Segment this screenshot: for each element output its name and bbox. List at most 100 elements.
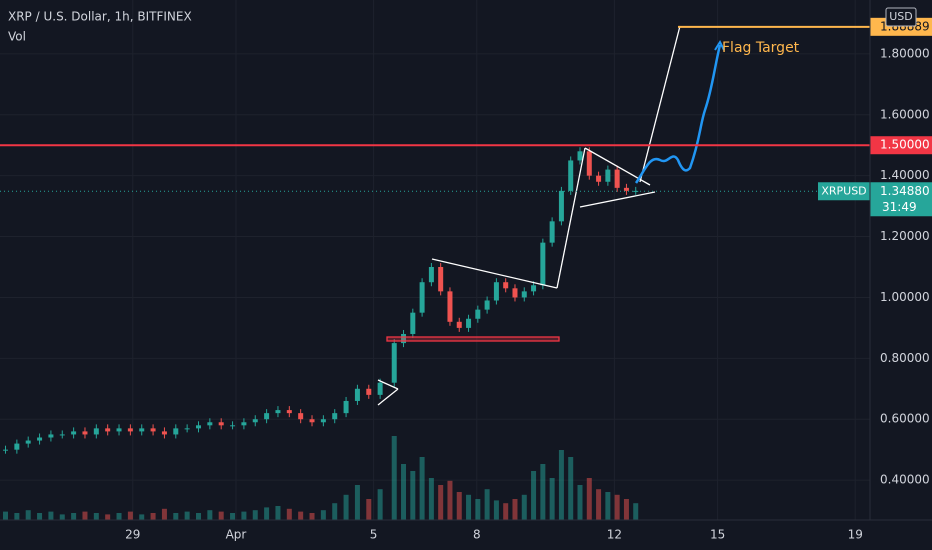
volume bbox=[3, 436, 639, 520]
candle-body bbox=[48, 434, 54, 438]
y-tick-label: 1.80000 bbox=[880, 46, 930, 60]
candle-body bbox=[366, 388, 372, 395]
volume-bar bbox=[309, 513, 315, 520]
candle-body bbox=[614, 169, 620, 188]
x-tick-label: 29 bbox=[125, 528, 140, 542]
candle-body bbox=[484, 300, 490, 310]
y-tick-label: 1.60000 bbox=[880, 107, 930, 121]
volume-bar bbox=[521, 494, 527, 520]
candle-body bbox=[25, 440, 31, 444]
candle-body bbox=[391, 343, 397, 383]
candle-body bbox=[512, 288, 518, 298]
volume-bar bbox=[37, 513, 43, 520]
candle-body bbox=[252, 419, 258, 423]
candle-body bbox=[354, 388, 360, 401]
candle-body bbox=[286, 410, 292, 414]
y-tick-label: 1.20000 bbox=[880, 229, 930, 243]
x-tick-label: 12 bbox=[607, 528, 622, 542]
candle-body bbox=[184, 428, 190, 430]
projection bbox=[634, 44, 722, 184]
volume-bar bbox=[139, 514, 145, 520]
candle-body bbox=[105, 428, 111, 432]
candle-body bbox=[549, 221, 555, 243]
volume-bar bbox=[184, 511, 190, 520]
volume-bar bbox=[419, 457, 425, 520]
volume-bar bbox=[173, 513, 179, 520]
y-tick-label: 0.60000 bbox=[880, 412, 930, 426]
volume-bar bbox=[25, 510, 31, 520]
symbol-box bbox=[818, 182, 870, 201]
candle-body bbox=[447, 291, 453, 322]
volume-bar bbox=[531, 471, 537, 520]
volume-bar bbox=[623, 499, 629, 520]
candle-body bbox=[161, 431, 167, 435]
candle-body bbox=[503, 282, 509, 289]
axes: 0.40000 0.60000 0.80000 1.00000 1.20000 1.400… bbox=[125, 46, 929, 541]
volume-bar bbox=[577, 485, 583, 520]
x-tick-label: 15 bbox=[710, 528, 725, 542]
candle-body bbox=[633, 190, 639, 192]
grid bbox=[0, 0, 870, 520]
trend-line bbox=[431, 258, 558, 289]
volume-bar bbox=[586, 478, 592, 520]
symbol-label: XRPUSD bbox=[821, 184, 866, 197]
volume-bar bbox=[150, 513, 156, 520]
candle-body bbox=[218, 422, 224, 426]
support-zone bbox=[386, 336, 560, 342]
level-box bbox=[870, 136, 932, 155]
volume-bar bbox=[512, 499, 518, 520]
volume-bar bbox=[48, 511, 54, 520]
currency-box bbox=[885, 7, 917, 27]
level-box bbox=[870, 182, 932, 217]
volume-bar bbox=[252, 510, 258, 520]
volume-bar bbox=[298, 511, 304, 520]
volume-bar bbox=[116, 513, 122, 520]
volume-bar bbox=[605, 492, 611, 520]
candle-body bbox=[377, 382, 383, 395]
x-tick-label: 19 bbox=[848, 528, 863, 542]
candle-body bbox=[558, 190, 564, 222]
volume-bar bbox=[264, 507, 270, 520]
candle-body bbox=[241, 422, 247, 426]
volume-bar bbox=[484, 489, 490, 520]
candles bbox=[3, 147, 639, 454]
volume-bar bbox=[503, 503, 509, 520]
candle-body bbox=[207, 422, 213, 426]
volume-bar bbox=[447, 480, 453, 520]
candle-body bbox=[195, 425, 201, 429]
chart-title: XRP / U.S. Dollar, 1h, BITFINEX bbox=[8, 10, 192, 24]
candle-body bbox=[14, 443, 20, 450]
level-label: 1.34880 bbox=[880, 184, 930, 198]
candle-body bbox=[139, 428, 145, 432]
volume-bar bbox=[105, 514, 111, 520]
candle-body bbox=[264, 413, 270, 420]
volume-bar bbox=[633, 503, 639, 520]
volume-bar bbox=[93, 513, 99, 520]
volume-bar bbox=[241, 511, 247, 520]
volume-bar bbox=[493, 500, 499, 520]
candle-body bbox=[521, 291, 527, 298]
candle-body bbox=[82, 431, 88, 435]
target-line bbox=[639, 25, 681, 183]
candle-body bbox=[466, 318, 472, 328]
volume-bar bbox=[14, 513, 20, 520]
candle-body bbox=[577, 151, 583, 161]
candle-body bbox=[475, 309, 481, 319]
candle-body bbox=[540, 242, 546, 286]
x-tick-label: 5 bbox=[370, 528, 378, 542]
candle-body bbox=[332, 413, 338, 420]
candle-body bbox=[586, 151, 592, 176]
annotation: Flag Target bbox=[722, 40, 800, 56]
projection-arrow bbox=[714, 39, 725, 51]
candle-body bbox=[320, 419, 326, 423]
volume-bar bbox=[286, 508, 292, 520]
volume-bar bbox=[71, 513, 77, 520]
volume-bar bbox=[275, 506, 281, 520]
volume-bar bbox=[456, 492, 462, 520]
candle-body bbox=[3, 449, 9, 451]
volume-bar bbox=[354, 485, 360, 520]
candle-body bbox=[623, 187, 629, 191]
candle-body bbox=[150, 428, 156, 432]
volume-bar bbox=[466, 494, 472, 520]
